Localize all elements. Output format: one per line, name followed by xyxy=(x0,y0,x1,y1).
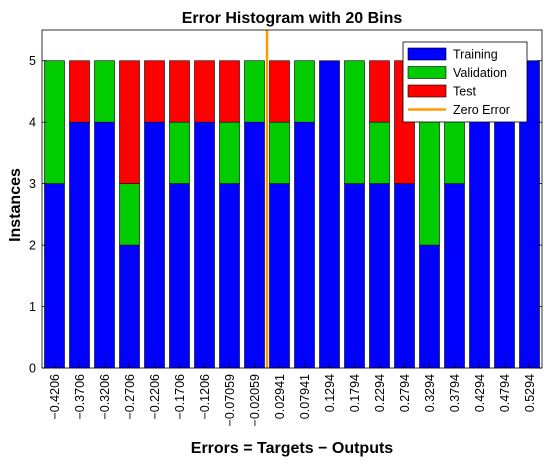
x-tick-label: 0.1794 xyxy=(348,374,362,412)
bar-training-14 xyxy=(394,183,415,369)
bar-training-16 xyxy=(444,183,465,369)
bar-training-13 xyxy=(369,183,390,369)
bar-training-3 xyxy=(119,244,140,369)
bar-training-5 xyxy=(169,183,190,369)
bar-validation-0 xyxy=(44,60,65,184)
legend-label-test: Test xyxy=(453,85,476,99)
x-tick-label: 0.2294 xyxy=(373,374,387,412)
y-tick-label: 3 xyxy=(29,177,36,191)
bar-test-4 xyxy=(144,60,165,123)
bar-test-6 xyxy=(194,60,215,123)
bar-test-7 xyxy=(219,60,240,123)
bar-training-4 xyxy=(144,121,165,369)
bar-training-7 xyxy=(219,183,240,369)
x-tick-label: −0.1706 xyxy=(173,374,187,420)
bar-training-1 xyxy=(69,121,90,369)
bar-validation-12 xyxy=(344,60,365,184)
x-tick-label: 0.5294 xyxy=(523,374,537,412)
bar-validation-9 xyxy=(269,121,290,184)
bar-validation-2 xyxy=(94,60,115,123)
bar-training-11 xyxy=(319,60,340,369)
bar-validation-8 xyxy=(244,60,265,123)
bar-training-6 xyxy=(194,121,215,369)
x-tick-label: −0.07059 xyxy=(223,374,237,427)
bar-test-1 xyxy=(69,60,90,123)
bar-training-12 xyxy=(344,183,365,369)
bar-test-3 xyxy=(119,60,140,184)
bar-training-2 xyxy=(94,121,115,369)
chart-title: Error Histogram with 20 Bins xyxy=(182,10,403,27)
y-axis-ticks: 0 1 2 3 4 5 xyxy=(29,54,542,376)
x-tick-label: 0.4794 xyxy=(498,374,512,412)
bars-group xyxy=(44,60,540,369)
y-tick-label: 5 xyxy=(29,54,36,68)
y-axis-label: Instances xyxy=(7,168,24,242)
x-axis-label: Errors = Targets − Outputs xyxy=(191,440,394,457)
x-tick-label: −0.2706 xyxy=(123,374,137,420)
bar-training-8 xyxy=(244,121,265,369)
y-tick-label: 0 xyxy=(29,362,36,376)
legend-label-validation: Validation xyxy=(453,66,507,80)
x-axis-ticks: −0.4206 −0.3706 −0.3206 −0.2706 −0.2206 −0.17… xyxy=(48,363,537,426)
legend-swatch-training xyxy=(407,47,447,61)
x-tick-label: 0.1294 xyxy=(323,374,337,412)
bar-training-9 xyxy=(269,183,290,369)
bar-validation-7 xyxy=(219,121,240,184)
bar-test-9 xyxy=(269,60,290,123)
x-tick-label: −0.1206 xyxy=(198,374,212,420)
bar-validation-10 xyxy=(294,60,315,123)
x-tick-label: −0.02059 xyxy=(248,374,262,427)
legend-swatch-validation xyxy=(407,66,447,79)
bar-validation-5 xyxy=(169,121,190,184)
plot-frame xyxy=(41,29,543,369)
bar-test-5 xyxy=(169,60,190,123)
y-tick-label: 2 xyxy=(29,239,36,253)
bar-training-0 xyxy=(44,183,65,369)
bar-test-13 xyxy=(369,60,390,123)
x-tick-label: 0.3294 xyxy=(423,374,437,412)
x-tick-label: 0.02941 xyxy=(273,374,287,419)
legend-swatch-test xyxy=(407,84,447,98)
x-tick-label: −0.4206 xyxy=(48,374,62,420)
bar-training-10 xyxy=(294,121,315,369)
legend: Training Validation Test Zero Error xyxy=(402,41,528,123)
legend-label-training: Training xyxy=(453,48,498,62)
x-tick-label: 0.3794 xyxy=(448,374,462,412)
x-tick-label: −0.3206 xyxy=(98,374,112,420)
x-tick-label: 0.2794 xyxy=(398,374,412,412)
legend-label-zero-error: Zero Error xyxy=(453,103,510,117)
bar-validation-13 xyxy=(369,121,390,184)
y-tick-label: 4 xyxy=(29,116,36,130)
x-tick-label: −0.2206 xyxy=(148,374,162,420)
x-tick-label: 0.07941 xyxy=(298,374,312,419)
x-tick-label: −0.3706 xyxy=(73,374,87,420)
x-tick-label: 0.4294 xyxy=(473,374,487,412)
bar-validation-3 xyxy=(119,183,140,246)
bar-training-15 xyxy=(419,244,440,369)
y-tick-label: 1 xyxy=(29,300,36,314)
